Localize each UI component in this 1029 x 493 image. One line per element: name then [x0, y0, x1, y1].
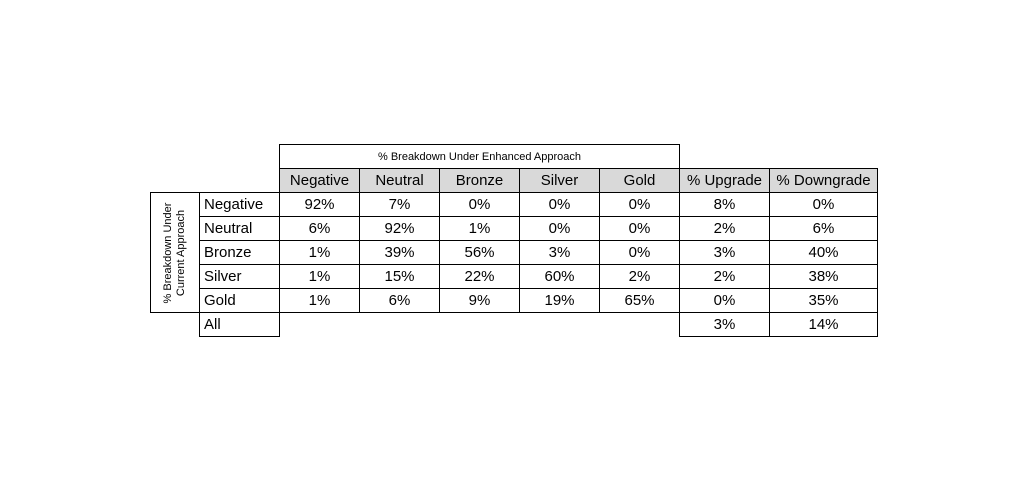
- cell: 1%: [279, 264, 360, 289]
- column-header: Silver: [519, 168, 600, 193]
- cell: 1%: [279, 288, 360, 313]
- cell: 0%: [519, 192, 600, 217]
- cell: 0%: [599, 240, 680, 265]
- cell: 9%: [439, 288, 520, 313]
- table-title: % Breakdown Under Enhanced Approach: [279, 144, 680, 169]
- cell: 60%: [519, 264, 600, 289]
- cell: 0%: [599, 192, 680, 217]
- row-label: Gold: [199, 288, 280, 313]
- column-header: % Downgrade: [769, 168, 878, 193]
- cell: 6%: [359, 288, 440, 313]
- cell: 92%: [359, 216, 440, 241]
- column-header: Bronze: [439, 168, 520, 193]
- row-title-box: % Breakdown Under Current Approach: [150, 192, 200, 313]
- cell: 0%: [599, 216, 680, 241]
- cell: 6%: [279, 216, 360, 241]
- cell: 0%: [439, 192, 520, 217]
- cell: 6%: [769, 216, 878, 241]
- cell: 40%: [769, 240, 878, 265]
- cell: 15%: [359, 264, 440, 289]
- cell: 3%: [519, 240, 600, 265]
- row-label: Bronze: [199, 240, 280, 265]
- cell: 19%: [519, 288, 600, 313]
- cell: 1%: [279, 240, 360, 265]
- row-label: Neutral: [199, 216, 280, 241]
- cell: 3%: [679, 240, 770, 265]
- cell: 14%: [769, 312, 878, 337]
- cell: 3%: [679, 312, 770, 337]
- cell: 8%: [679, 192, 770, 217]
- cell: 0%: [769, 192, 878, 217]
- cell: 38%: [769, 264, 878, 289]
- row-title: % Breakdown Under Current Approach: [162, 202, 187, 303]
- row-label: Silver: [199, 264, 280, 289]
- cell: 0%: [519, 216, 600, 241]
- column-header: Negative: [279, 168, 360, 193]
- column-header: % Upgrade: [679, 168, 770, 193]
- cell: 2%: [679, 264, 770, 289]
- cell: 92%: [279, 192, 360, 217]
- column-header: Neutral: [359, 168, 440, 193]
- cell: 0%: [679, 288, 770, 313]
- cell: 56%: [439, 240, 520, 265]
- cell: 22%: [439, 264, 520, 289]
- cell: 39%: [359, 240, 440, 265]
- cell: 1%: [439, 216, 520, 241]
- row-label: Negative: [199, 192, 280, 217]
- cell: 7%: [359, 192, 440, 217]
- row-label: All: [199, 312, 280, 337]
- cell: 2%: [599, 264, 680, 289]
- cell: 2%: [679, 216, 770, 241]
- cell: 65%: [599, 288, 680, 313]
- cell: 35%: [769, 288, 878, 313]
- column-header: Gold: [599, 168, 680, 193]
